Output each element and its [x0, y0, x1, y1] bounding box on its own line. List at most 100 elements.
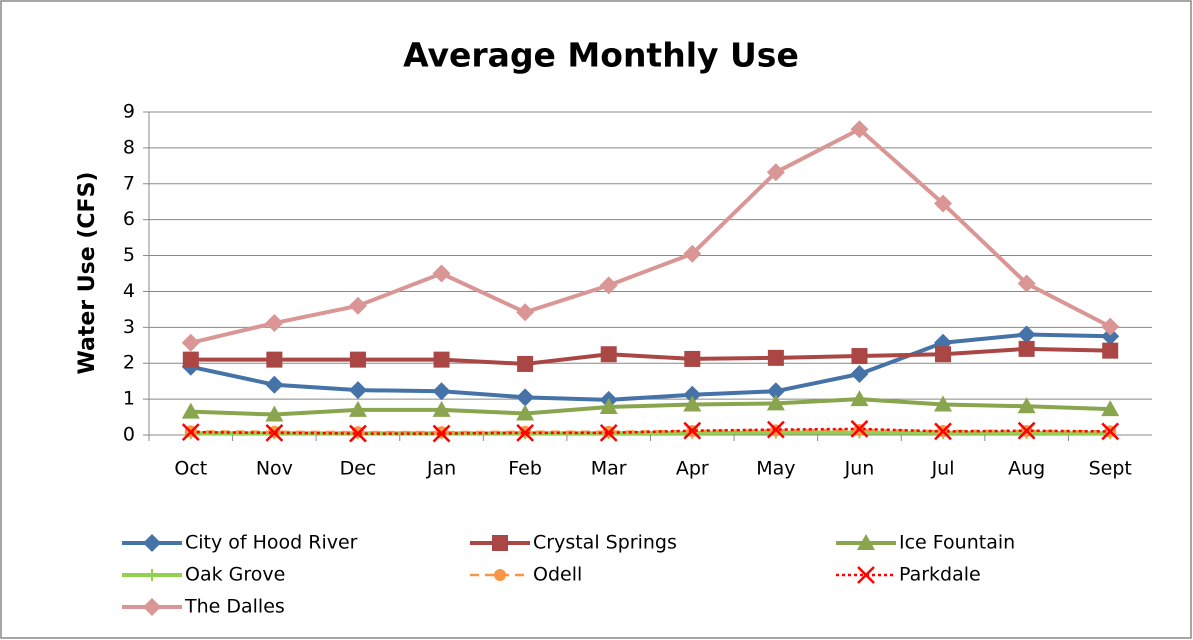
legend-label: Ice Fountain	[899, 532, 1015, 554]
x-tick-label: Nov	[256, 458, 293, 480]
data-point	[517, 355, 534, 372]
y-axis-label: Water Use (CFS)	[75, 172, 100, 375]
data-point	[348, 381, 367, 400]
data-point	[850, 420, 869, 438]
data-point	[766, 394, 785, 411]
y-tick-label: 4	[123, 280, 135, 302]
legend-marker	[492, 535, 508, 551]
data-point	[348, 400, 367, 417]
y-tick-label: 2	[123, 352, 135, 374]
legend-marker	[143, 598, 161, 616]
data-point	[934, 422, 952, 441]
legend-label: Odell	[533, 564, 582, 586]
data-point	[766, 382, 785, 401]
x-tick-label: Apr	[676, 458, 709, 480]
data-point	[1102, 342, 1119, 359]
data-point	[1101, 422, 1120, 441]
data-point	[767, 349, 784, 366]
series-line	[190, 428, 1111, 434]
data-point	[850, 364, 869, 383]
data-point	[934, 194, 953, 213]
data-point	[265, 314, 284, 333]
series-line	[190, 332, 1111, 402]
data-point	[1101, 400, 1120, 417]
data-point	[516, 423, 535, 442]
data-point	[1101, 317, 1120, 336]
data-point	[432, 424, 451, 443]
y-tick-label: 3	[123, 316, 135, 338]
data-point	[684, 350, 701, 367]
legend-marker	[857, 534, 875, 550]
legend-label: Oak Grove	[185, 564, 285, 586]
data-point	[850, 390, 869, 407]
data-point	[683, 244, 702, 263]
data-point	[265, 405, 284, 422]
data-point	[599, 398, 618, 415]
data-point	[516, 404, 535, 421]
data-point	[683, 395, 702, 412]
y-tick-label: 7	[123, 172, 135, 194]
data-point	[181, 423, 200, 442]
legend-label: The Dalles	[184, 596, 285, 618]
data-point	[516, 303, 535, 322]
y-tick-label: 6	[123, 208, 135, 230]
legend-marker	[494, 569, 506, 581]
data-point	[600, 346, 617, 363]
x-tick-label: Sept	[1089, 458, 1132, 480]
data-point	[349, 424, 367, 443]
x-tick-label: Jan	[426, 458, 456, 480]
y-tick-label: 0	[123, 424, 135, 446]
data-point	[766, 163, 785, 182]
x-tick-label: Jul	[931, 458, 955, 480]
x-tick-label: Oct	[174, 458, 207, 480]
y-tick-label: 9	[123, 101, 135, 123]
data-point	[181, 402, 200, 419]
x-tick-label: Dec	[340, 458, 377, 480]
data-point	[1017, 421, 1036, 440]
y-tick-label: 5	[123, 244, 135, 266]
legend-label: City of Hood River	[185, 532, 358, 554]
data-point	[1018, 340, 1035, 357]
series-line	[190, 127, 1112, 345]
data-point	[266, 351, 283, 368]
data-point	[1017, 274, 1036, 293]
data-point	[265, 375, 284, 394]
data-point	[433, 351, 450, 368]
data-point	[349, 351, 366, 368]
data-point	[683, 385, 702, 404]
data-point	[432, 264, 451, 283]
data-point	[1017, 397, 1036, 414]
legend-label: Parkdale	[899, 564, 981, 586]
data-point	[432, 382, 451, 401]
data-point	[766, 420, 785, 439]
data-point	[1101, 327, 1120, 346]
series-line	[190, 346, 1111, 366]
data-point	[935, 346, 952, 363]
data-point	[182, 351, 199, 368]
legend-marker	[146, 569, 158, 581]
data-point	[516, 388, 535, 407]
y-tick-label: 8	[123, 136, 135, 158]
data-point	[265, 423, 284, 442]
data-point	[851, 348, 868, 365]
legend-label: Crystal Springs	[533, 532, 677, 554]
data-point	[181, 333, 200, 352]
data-point	[1017, 325, 1036, 344]
x-tick-label: Jun	[844, 458, 875, 480]
data-point	[683, 421, 702, 440]
data-point	[348, 296, 367, 315]
data-point	[599, 276, 618, 295]
chart-title: Average Monthly Use	[403, 36, 799, 75]
legend-marker	[857, 566, 875, 584]
series-line	[190, 397, 1111, 417]
legend-marker	[143, 534, 161, 552]
data-point	[432, 400, 451, 417]
x-tick-label: May	[756, 458, 795, 480]
x-tick-label: Aug	[1008, 458, 1045, 480]
data-point	[850, 120, 869, 139]
y-tick-label: 1	[123, 388, 135, 410]
data-point	[599, 423, 618, 442]
data-point	[934, 395, 953, 412]
x-tick-label: Feb	[508, 458, 542, 480]
